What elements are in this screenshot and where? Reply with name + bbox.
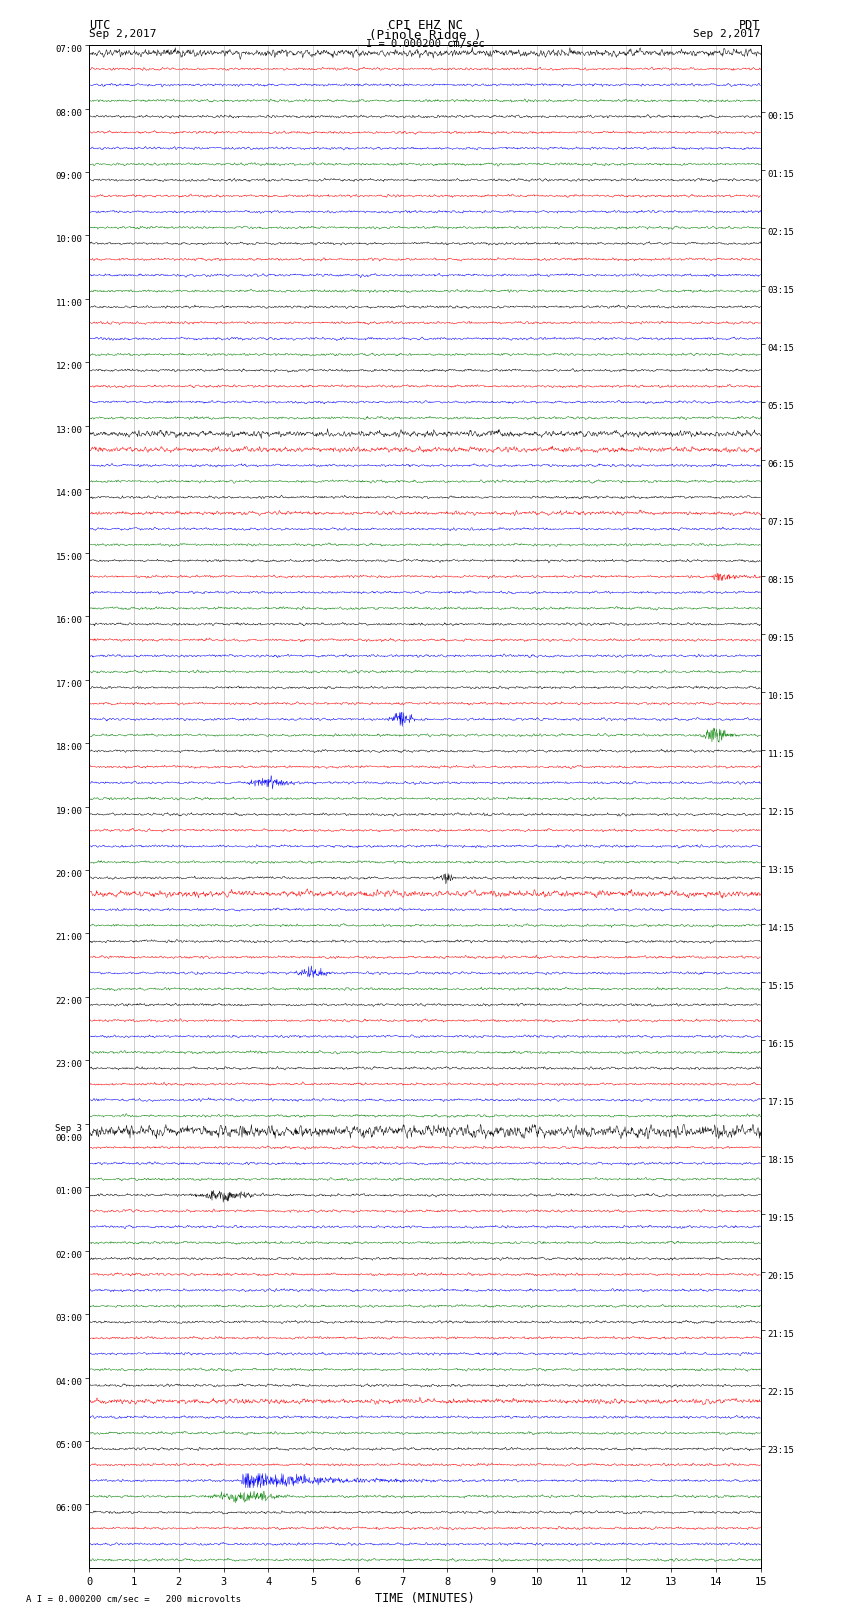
Text: UTC: UTC: [89, 19, 110, 32]
Text: CPI EHZ NC: CPI EHZ NC: [388, 19, 462, 32]
Text: I = 0.000200 cm/sec: I = 0.000200 cm/sec: [366, 39, 484, 48]
Text: PDT: PDT: [740, 19, 761, 32]
Text: Sep 2,2017: Sep 2,2017: [89, 29, 156, 39]
Text: (Pinole Ridge ): (Pinole Ridge ): [369, 29, 481, 42]
Text: A I = 0.000200 cm/sec =   200 microvolts: A I = 0.000200 cm/sec = 200 microvolts: [26, 1594, 241, 1603]
X-axis label: TIME (MINUTES): TIME (MINUTES): [375, 1592, 475, 1605]
Text: Sep 2,2017: Sep 2,2017: [694, 29, 761, 39]
